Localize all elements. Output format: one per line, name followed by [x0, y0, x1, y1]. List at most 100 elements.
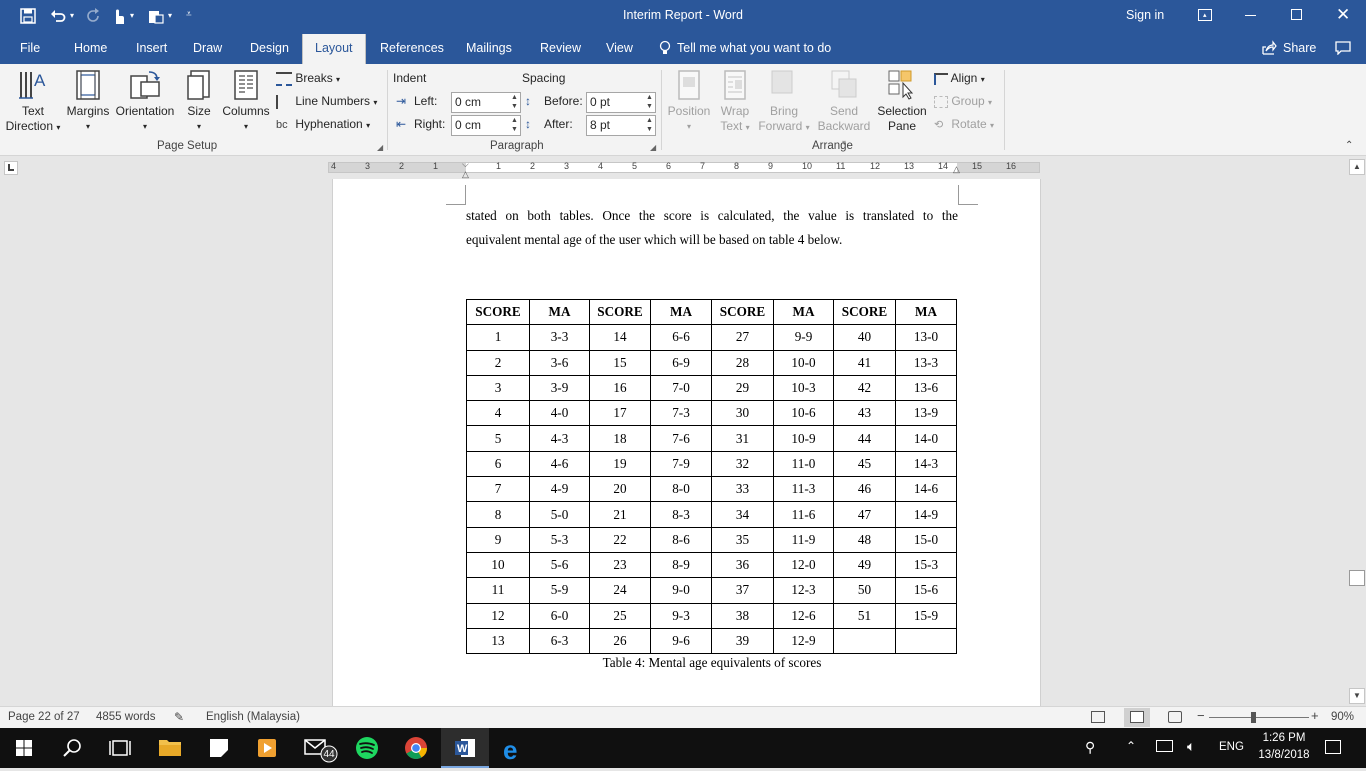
table-cell[interactable]: 24: [589, 577, 651, 604]
orientation-button[interactable]: Orientation ▾: [114, 68, 176, 134]
table-cell[interactable]: 50: [833, 577, 896, 604]
table-cell[interactable]: 11-0: [773, 450, 834, 478]
table-cell[interactable]: 9-3: [650, 602, 712, 629]
table-cell[interactable]: 12-0: [773, 551, 834, 579]
network-icon[interactable]: [1156, 740, 1173, 752]
table-cell[interactable]: 31: [711, 425, 774, 452]
table-cell[interactable]: 26: [589, 627, 651, 655]
table-cell[interactable]: 5-0: [529, 501, 590, 528]
indent-left-input[interactable]: 0 cm ▲ ▼: [451, 92, 521, 113]
tab-review[interactable]: Review: [540, 41, 581, 55]
customize-qat-icon[interactable]: ⩡: [186, 9, 192, 20]
table-cell[interactable]: 14-0: [895, 425, 957, 452]
table-header-cell[interactable]: MA: [895, 298, 957, 326]
paste-icon[interactable]: [148, 8, 164, 24]
volume-icon[interactable]: 🔈︎: [1187, 738, 1196, 754]
table-cell[interactable]: 8-9: [650, 551, 712, 579]
bring-forward-button[interactable]: Bring Forward ▾: [756, 68, 812, 135]
table-cell[interactable]: 44: [833, 425, 896, 452]
spinner-arrows-icon[interactable]: ▲ ▼: [511, 94, 518, 110]
tell-me-search[interactable]: Tell me what you want to do: [677, 41, 832, 55]
scroll-up-icon[interactable]: ▲: [1349, 159, 1365, 175]
table-cell[interactable]: 37: [711, 577, 774, 604]
table-cell[interactable]: 10: [466, 551, 530, 579]
table-header-cell[interactable]: MA: [529, 298, 590, 326]
table-cell[interactable]: 1: [466, 324, 530, 351]
table-cell[interactable]: 8-3: [650, 501, 712, 528]
table-cell[interactable]: 3-6: [529, 349, 590, 376]
breaks-button[interactable]: Breaks ▾: [276, 68, 340, 88]
scroll-thumb[interactable]: [1349, 570, 1365, 586]
table-cell[interactable]: 5-3: [529, 526, 590, 553]
table-cell[interactable]: 9: [466, 526, 530, 553]
chrome-icon[interactable]: [392, 728, 440, 768]
table-cell[interactable]: 30: [711, 400, 774, 427]
table-cell[interactable]: 11: [466, 577, 530, 604]
mental-age-table[interactable]: SCORE MA SCORE MA SCORE MA SCORE MA 1 3-3 14 6-6 27…: [466, 298, 957, 655]
table-cell[interactable]: 13-9: [895, 400, 957, 427]
body-paragraph-line-2[interactable]: equivalent mental age of the user which …: [466, 232, 843, 247]
table-cell[interactable]: 14-6: [895, 476, 957, 503]
rotate-button[interactable]: ⟲ Rotate ▾: [934, 114, 994, 134]
spotify-icon[interactable]: [343, 728, 391, 768]
table-cell[interactable]: 11-9: [773, 526, 834, 553]
read-mode-icon[interactable]: [1091, 711, 1105, 723]
table-cell[interactable]: 47: [833, 501, 896, 528]
tab-layout[interactable]: Layout: [302, 34, 366, 64]
line-numbers-button[interactable]: Line Numbers ▾: [276, 91, 377, 111]
selection-pane-button[interactable]: Selection Pane: [874, 68, 930, 134]
table-header-cell[interactable]: MA: [773, 298, 834, 326]
table-cell[interactable]: 6: [466, 450, 530, 478]
table-cell[interactable]: 35: [711, 526, 774, 553]
table-cell[interactable]: 40: [833, 324, 896, 351]
send-backward-button[interactable]: Send Backward ▾: [814, 68, 874, 150]
table-cell[interactable]: 11-3: [773, 476, 834, 503]
tab-mailings[interactable]: Mailings: [466, 41, 512, 55]
table-cell[interactable]: 14: [589, 324, 651, 351]
spinner-arrows-icon[interactable]: ▲ ▼: [646, 117, 653, 133]
hyphenation-button[interactable]: bc Hyphenation ▾: [276, 114, 370, 134]
table-cell[interactable]: 27: [711, 324, 774, 351]
table-cell[interactable]: 15-9: [895, 602, 957, 629]
file-explorer-icon[interactable]: [146, 728, 194, 768]
vertical-scrollbar[interactable]: ▲ ▼: [1349, 157, 1366, 706]
table-cell[interactable]: 10-9: [773, 425, 834, 452]
table-cell[interactable]: 12-3: [773, 577, 834, 604]
table-cell[interactable]: 9-0: [650, 577, 712, 604]
table-cell[interactable]: 14-9: [895, 501, 957, 528]
zoom-level[interactable]: 90%: [1331, 711, 1355, 723]
tab-draw[interactable]: Draw: [193, 41, 223, 55]
table-header-cell[interactable]: SCORE: [833, 298, 896, 326]
table-header-cell[interactable]: SCORE: [466, 298, 530, 326]
table-cell[interactable]: 22: [589, 526, 651, 553]
first-line-indent-marker-icon[interactable]: ⌵: [462, 159, 469, 169]
table-cell[interactable]: 9-6: [650, 627, 712, 655]
table-cell[interactable]: 42: [833, 374, 896, 402]
start-icon[interactable]: [0, 728, 48, 768]
table-cell[interactable]: 12: [466, 602, 530, 629]
people-icon[interactable]: ⚲: [1085, 739, 1096, 755]
table-cell[interactable]: 48: [833, 526, 896, 553]
web-layout-icon[interactable]: [1168, 711, 1182, 723]
table-cell[interactable]: 39: [711, 627, 774, 655]
zoom-in-icon[interactable]: +: [1311, 708, 1319, 723]
group-button[interactable]: Group ▾: [934, 91, 992, 111]
table-cell[interactable]: 6-0: [529, 602, 590, 629]
table-cell[interactable]: 19: [589, 450, 651, 478]
table-cell[interactable]: 12-6: [773, 602, 834, 629]
table-cell[interactable]: 23: [589, 551, 651, 579]
table-cell[interactable]: 13-0: [895, 324, 957, 351]
table-cell[interactable]: 15-3: [895, 551, 957, 579]
tab-selector-icon[interactable]: [4, 161, 18, 175]
table-cell[interactable]: 13-6: [895, 374, 957, 402]
table-cell[interactable]: 28: [711, 349, 774, 376]
share-icon[interactable]: [1261, 40, 1277, 56]
table-cell[interactable]: 10-6: [773, 400, 834, 427]
table-cell[interactable]: 3-9: [529, 374, 590, 402]
tab-design[interactable]: Design: [250, 41, 289, 55]
wrap-text-button[interactable]: Wrap Text ▾: [714, 68, 756, 135]
table-cell[interactable]: 20: [589, 476, 651, 503]
table-cell[interactable]: 49: [833, 551, 896, 579]
table-header-cell[interactable]: SCORE: [589, 298, 651, 326]
table-cell[interactable]: 2: [466, 349, 530, 376]
